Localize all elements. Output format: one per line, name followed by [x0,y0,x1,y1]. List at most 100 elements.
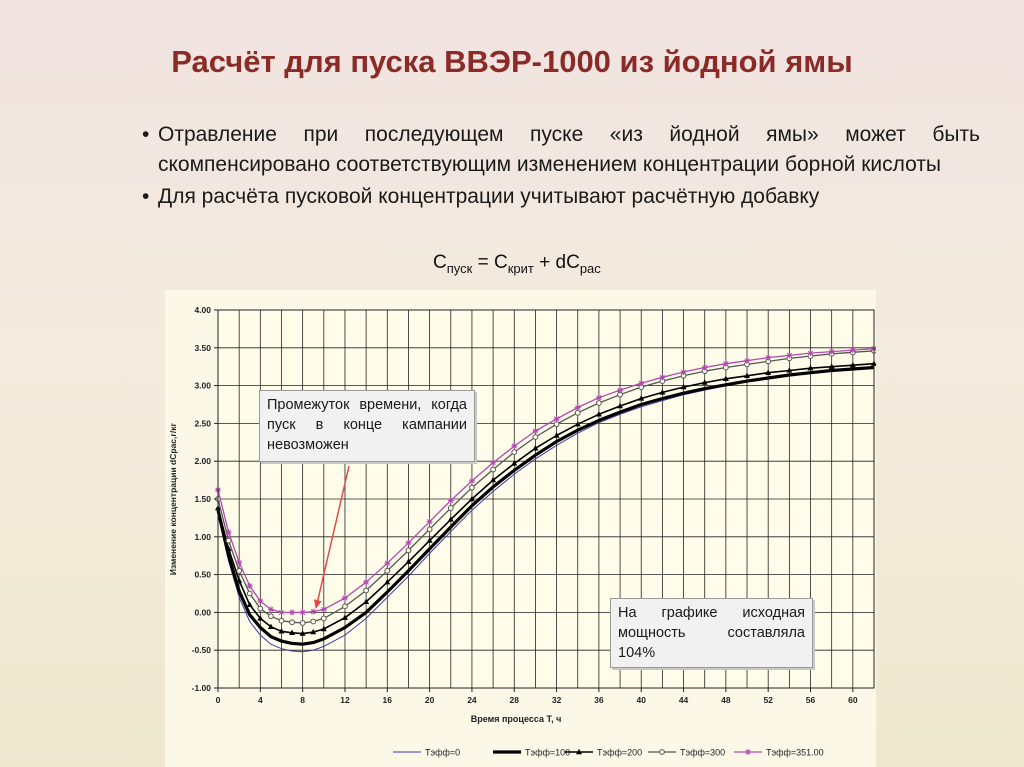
y-tick-label: 1.00 [194,532,211,542]
data-point-marker [722,375,729,381]
data-point-marker [745,749,751,755]
legend-label: Тэфф=351.00 [766,748,824,758]
y-tick-label: 0.50 [194,570,211,580]
data-point-marker [511,460,518,466]
data-point-marker [363,579,370,586]
data-point-marker [310,628,317,635]
data-point-marker [225,545,232,552]
legend-label: Тэфф=200 [597,748,642,758]
data-point-marker [511,449,518,456]
y-tick-label: 1.50 [194,494,211,504]
data-point-marker [786,352,793,359]
data-point-marker [236,559,243,566]
data-point-marker [257,615,264,621]
bullet-item: Отравление при последующем пуске «из йод… [142,120,980,180]
formula-plus: + dC [533,252,580,273]
data-point-marker [405,558,412,564]
data-point-marker [289,629,296,636]
data-point-marker [574,420,581,427]
y-tick-label: 3.50 [194,343,211,353]
y-tick-label: -1.00 [192,683,212,693]
x-tick-label: 0 [216,695,221,705]
data-point-marker [617,387,624,394]
x-tick-label: 24 [467,695,477,705]
data-point-marker [638,395,645,401]
y-tick-label: 3.00 [194,381,211,391]
data-point-marker [447,497,454,504]
data-point-marker [659,749,665,755]
legend-label: Тэфф=300 [680,748,725,758]
x-tick-label: 16 [383,695,393,705]
y-tick-label: -0.50 [192,645,212,655]
formula-equals: = [472,252,494,273]
bullet-item: Для расчёта пусковой концентрации учитыв… [142,182,980,212]
data-point-marker [617,402,624,409]
data-point-marker [257,605,264,612]
data-point-marker [532,445,539,451]
x-axis-label: Время процесса Т, ч [471,714,562,724]
data-point-marker [532,434,539,440]
series-layer [215,345,876,653]
data-point-marker [701,364,708,371]
data-point-marker [553,432,560,438]
data-point-marker [363,598,370,605]
data-point-marker [659,389,666,395]
data-point-marker [320,606,327,613]
data-point-marker [490,459,497,466]
y-axis-label: Изменение концентрации dCрас,г/кг [168,422,178,575]
data-point-marker [574,404,581,411]
data-point-marker [576,748,582,755]
data-point-marker [849,347,856,354]
formula-subscript: крит [507,261,534,276]
data-point-marker [468,495,475,502]
data-point-marker [246,590,253,597]
data-point-marker [320,615,327,622]
data-point-marker [405,547,412,554]
data-point-marker [278,628,285,634]
data-point-marker [807,350,814,357]
data-point-marker [701,379,708,385]
slide-title: Расчёт для пуска ВВЭР-1000 из йодной ямы [171,44,853,79]
x-tick-label: 60 [848,695,858,705]
callout-arrow [313,465,350,609]
data-point-marker [310,618,317,625]
callout-time-window: Промежуток времени, когда пуск в конце к… [259,390,475,462]
x-tick-label: 52 [763,695,773,705]
data-point-marker [341,614,348,620]
y-tick-label: 4.00 [194,305,211,315]
data-point-marker [680,368,687,375]
x-tick-label: 56 [806,695,816,705]
data-point-marker [426,526,433,533]
data-point-marker [468,477,475,484]
data-point-marker [595,411,602,417]
chart: -1.00 -0.50 0.00 0.50 1.00 1.50 2.00 2.50 3.00 3.… [168,305,876,758]
data-point-marker [680,383,687,390]
data-point-marker [490,466,496,473]
data-point-marker [278,617,285,624]
data-point-marker [289,619,295,626]
x-tick-label: 8 [300,695,305,705]
data-point-marker [447,505,454,511]
x-tick-label: 12 [340,695,350,705]
data-point-marker [310,608,317,615]
data-point-marker [341,595,348,602]
formula-term: C [433,252,447,273]
data-point-marker [236,567,243,574]
data-point-marker [246,582,253,589]
data-point-marker [278,609,285,616]
data-point-marker [807,365,814,371]
data-point-marker [596,400,602,406]
formula-subscript: рас [579,261,601,276]
formula-subscript: пуск [446,261,473,276]
chart-area: -1.00 -0.50 0.00 0.50 1.00 1.50 2.00 2.50 3.00 3.… [165,290,876,767]
data-point-marker [659,374,666,381]
y-tick-label: 0.00 [194,607,211,617]
data-point-marker [786,367,793,373]
axes: -1.00 -0.50 0.00 0.50 1.00 1.50 2.00 2.50 3.00 3.… [168,305,875,724]
data-point-marker [236,577,243,583]
data-point-marker [490,476,497,483]
data-point-marker [426,518,433,525]
data-point-marker [553,421,560,428]
formula-term: C [493,252,508,273]
data-point-marker [532,427,539,434]
